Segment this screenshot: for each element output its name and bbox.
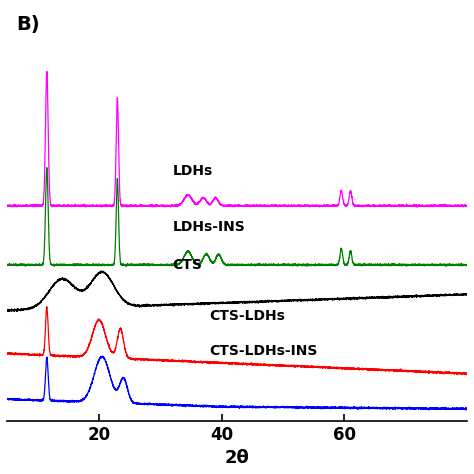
- Text: CTS-LDHs: CTS-LDHs: [210, 309, 285, 323]
- Text: LDHs: LDHs: [173, 164, 213, 178]
- Text: B): B): [16, 15, 40, 34]
- Text: LDHs-INS: LDHs-INS: [173, 220, 246, 234]
- Text: CTS: CTS: [173, 258, 202, 272]
- X-axis label: 2θ: 2θ: [225, 449, 249, 467]
- Text: CTS-LDHs-INS: CTS-LDHs-INS: [210, 344, 318, 358]
